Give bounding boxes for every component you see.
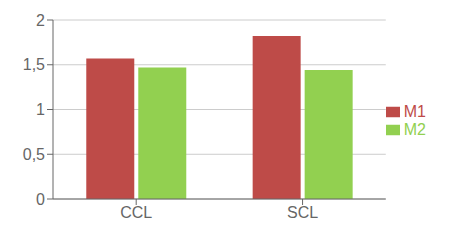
html-text:M1: M1 xyxy=(403,102,426,120)
svg-text:0,5: 0,5 xyxy=(23,146,45,163)
svg-text:0: 0 xyxy=(36,191,45,208)
svg-text:1: 1 xyxy=(36,101,45,118)
html-text:M2: M2 xyxy=(403,120,426,138)
svg-text:2: 2 xyxy=(36,12,45,29)
svg-text:CCL: CCL xyxy=(120,204,152,221)
svg-text:SCL: SCL xyxy=(287,204,318,221)
svg-text:1,5: 1,5 xyxy=(23,56,45,73)
